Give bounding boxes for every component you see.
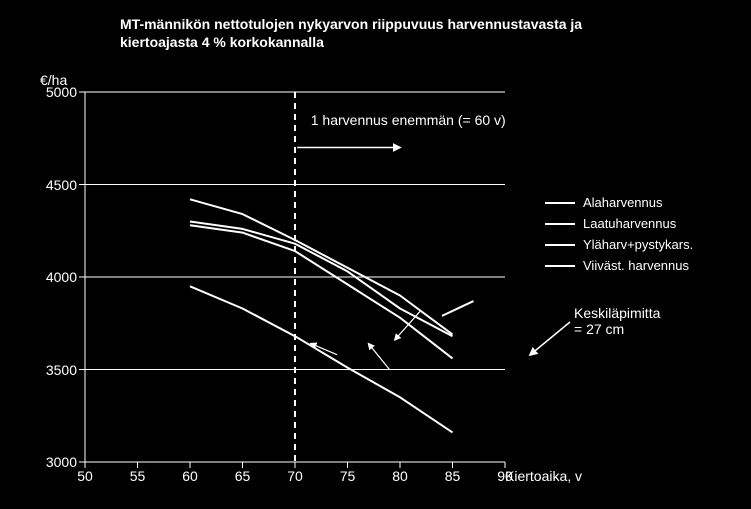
legend-swatch: [545, 244, 575, 246]
page: MT-männikön nettotulojen nykyarvon riipp…: [0, 0, 751, 509]
xtick-label: 70: [287, 468, 303, 484]
legend-item: Yläharv+pystykars.: [545, 237, 693, 252]
xtick-label: 60: [182, 468, 198, 484]
annotation-top-text: 1 harvennus enemmän (= 60 v): [311, 112, 506, 128]
ytick-label: 3000: [37, 454, 77, 470]
legend-label: Yläharv+pystykars.: [583, 237, 693, 252]
legend-item: Viiväst. harvennus: [545, 258, 693, 273]
small-arrow-1: [369, 344, 390, 370]
x-axis-label: Kiertoaika, v: [505, 468, 582, 484]
diameter-arrow: [530, 322, 570, 355]
ytick-label: 5000: [37, 84, 77, 100]
xtick-label: 65: [235, 468, 251, 484]
series-0: [190, 225, 453, 358]
chart-svg: [85, 92, 505, 462]
chart-title: MT-männikön nettotulojen nykyarvon riipp…: [120, 16, 582, 51]
legend-item: Laatuharvennus: [545, 216, 693, 231]
legend-swatch: [545, 223, 575, 225]
ytick-label: 3500: [37, 362, 77, 378]
ytick-label: 4500: [37, 177, 77, 193]
xtick-label: 85: [445, 468, 461, 484]
series-3: [190, 286, 453, 432]
legend-label: Viiväst. harvennus: [583, 258, 689, 273]
xtick-label: 75: [340, 468, 356, 484]
legend-label: Laatuharvennus: [583, 216, 676, 231]
xtick-label: 55: [130, 468, 146, 484]
diameter-note: Keskiläpimitta = 27 cm: [574, 305, 660, 337]
chart-plot-area: 30003500400045005000505560657075808590: [85, 92, 505, 462]
xtick-label: 50: [77, 468, 93, 484]
legend-swatch: [545, 202, 575, 204]
legend-swatch: [545, 265, 575, 267]
xtick-label: 80: [392, 468, 408, 484]
legend-item: Alaharvennus: [545, 195, 693, 210]
small-arrow-0: [395, 310, 421, 340]
legend-label: Alaharvennus: [583, 195, 663, 210]
ytick-label: 4000: [37, 269, 77, 285]
legend: Alaharvennus Laatuharvennus Yläharv+pystyk…: [545, 195, 693, 279]
